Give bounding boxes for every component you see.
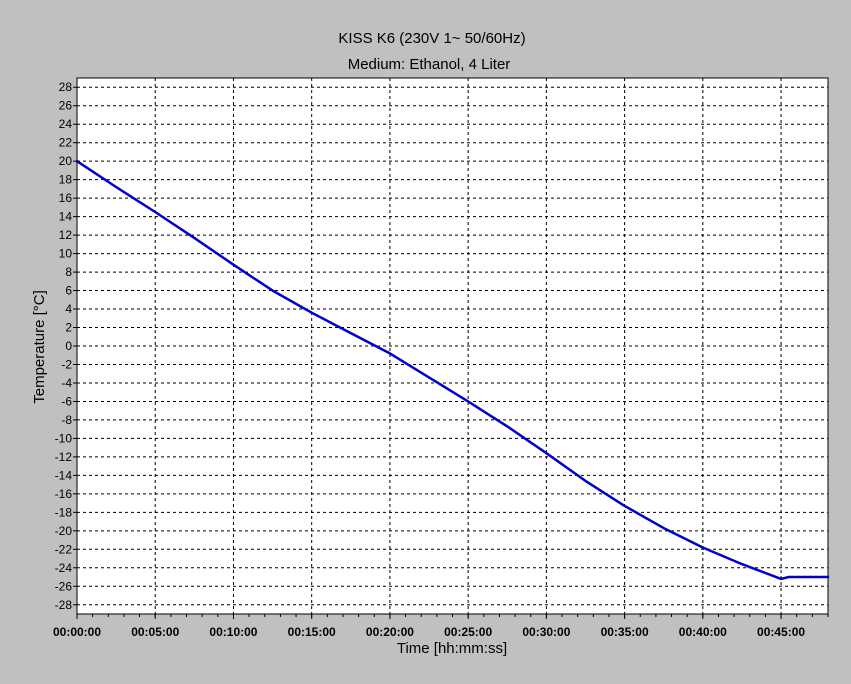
y-tick-label: -16 (55, 487, 73, 501)
x-tick-label: 00:20:00 (366, 625, 414, 639)
x-tick-label: 00:05:00 (131, 625, 179, 639)
y-axis-label: Temperature [°C] (31, 290, 48, 404)
y-tick-label: -12 (55, 450, 73, 464)
x-tick-label: 00:15:00 (288, 625, 336, 639)
y-tick-label: 10 (59, 247, 73, 261)
x-tick-label: 00:25:00 (444, 625, 492, 639)
y-tick-label: -22 (55, 542, 73, 556)
y-tick-label: -4 (61, 376, 72, 390)
grid (77, 78, 828, 614)
y-tick-label: 6 (65, 284, 72, 298)
y-tick-label: -14 (55, 468, 73, 482)
y-tick-label: -20 (55, 524, 73, 538)
y-tick-label: 4 (65, 302, 72, 316)
y-tick-label: 22 (59, 136, 73, 150)
y-tick-label: 12 (59, 228, 73, 242)
x-tick-label: 00:35:00 (601, 625, 649, 639)
y-tick-label: 18 (59, 173, 73, 187)
y-tick-label: 14 (59, 210, 73, 224)
y-tick-label: -6 (61, 394, 72, 408)
y-tick-label: 24 (59, 117, 73, 131)
y-tick-label: -2 (61, 357, 72, 371)
y-tick-label: 0 (65, 339, 72, 353)
y-tick-label: 26 (59, 99, 73, 113)
y-tick-label: 8 (65, 265, 72, 279)
y-tick-label: -10 (55, 431, 73, 445)
x-tick-label: 00:00:00 (53, 625, 101, 639)
y-tick-label: -28 (55, 598, 73, 612)
y-tick-label: -24 (55, 561, 73, 575)
x-axis-ticks: 00:00:00 00:05:00 00:10:00 00:15:00 00:20:00… (53, 614, 829, 639)
y-tick-label: -18 (55, 505, 73, 519)
chart-title: KISS K6 (230V 1~ 50/60Hz) (338, 30, 525, 47)
series-group (75, 159, 830, 581)
y-tick-label: -8 (61, 413, 72, 427)
y-tick-label: 20 (59, 154, 73, 168)
x-tick-label: 00:45:00 (757, 625, 805, 639)
chart-subtitle: Medium: Ethanol, 4 Liter (348, 56, 511, 73)
y-tick-label: 16 (59, 191, 73, 205)
x-axis-label: Time [hh:mm:ss] (397, 640, 507, 657)
y-tick-label: -26 (55, 579, 73, 593)
y-tick-label: 2 (65, 321, 72, 335)
y-tick-label: 28 (59, 80, 73, 94)
y-axis-ticks: 2826242220181614121086420-2-4-6-8-10-12-… (55, 80, 77, 612)
x-tick-label: 00:40:00 (679, 625, 727, 639)
x-tick-label: 00:10:00 (209, 625, 257, 639)
series-line-0 (75, 159, 830, 581)
x-tick-label: 00:30:00 (522, 625, 570, 639)
plot-border (76, 77, 829, 615)
